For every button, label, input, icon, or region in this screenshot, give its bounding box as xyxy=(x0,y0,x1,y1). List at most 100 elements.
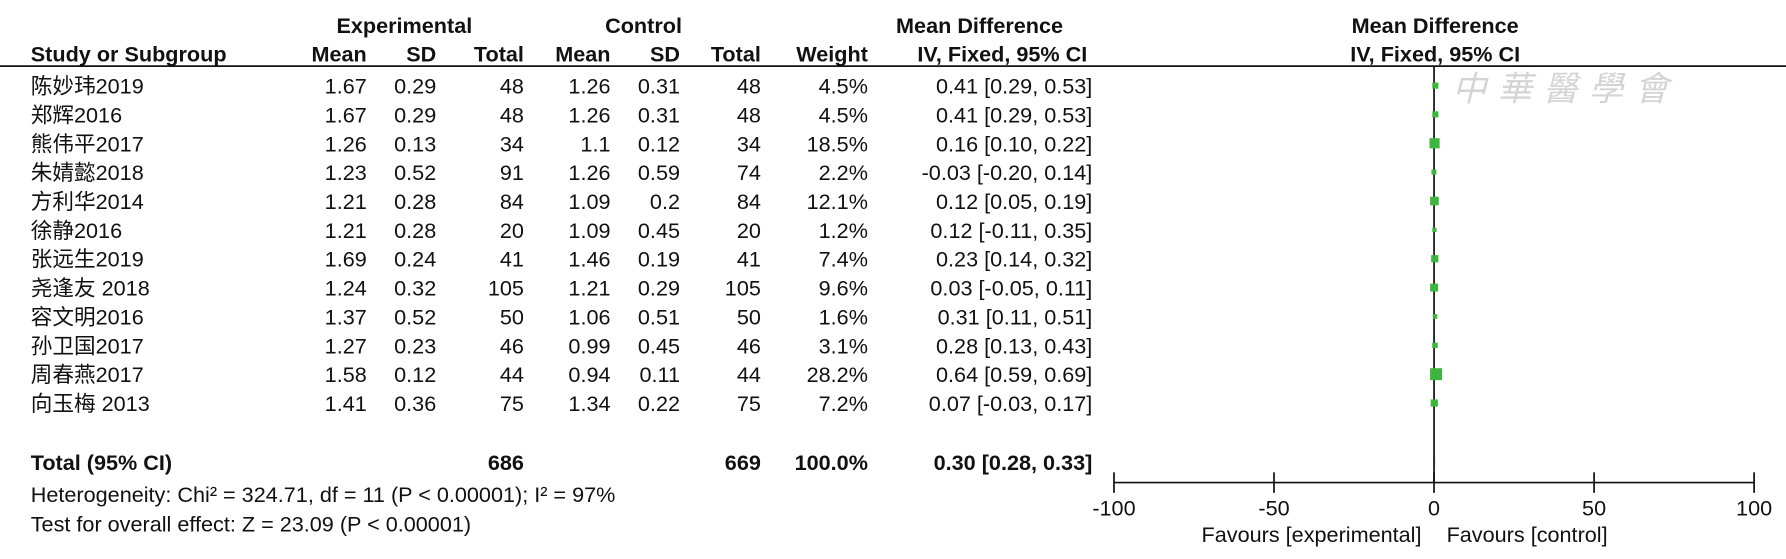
x-tick-label: 100 xyxy=(1736,496,1772,521)
cell: 84 xyxy=(737,189,761,214)
cell: 91 xyxy=(500,160,524,185)
cell: 0.51 xyxy=(638,304,680,329)
study-name: 方利华2014 xyxy=(31,189,144,214)
study-name: 张远生2019 xyxy=(31,247,144,272)
cell: 1.21 xyxy=(568,276,610,301)
cell: 1.58 xyxy=(325,362,367,387)
cell: 1.67 xyxy=(325,102,367,127)
cell: 34 xyxy=(500,131,524,156)
overall-effect: Test for overall effect: Z = 23.09 (P < … xyxy=(31,512,471,537)
cell: 1.69 xyxy=(325,247,367,272)
cell: 48 xyxy=(737,74,761,99)
cell: 1.67 xyxy=(325,74,367,99)
cell: 44 xyxy=(500,362,524,387)
cell: 0.11 xyxy=(640,362,680,387)
cell: 0.12 xyxy=(394,362,436,387)
effect: 0.12 [0.05, 0.19] xyxy=(936,189,1092,214)
watermark: 中華醫學會 xyxy=(1452,70,1680,108)
effect-square xyxy=(1430,283,1439,292)
cell: 20 xyxy=(737,218,761,243)
cell: 1.23 xyxy=(325,160,367,185)
group-header: Mean Difference xyxy=(1352,13,1519,38)
cell: 1.27 xyxy=(325,333,367,358)
effect-square xyxy=(1430,196,1439,206)
weight: 12.1% xyxy=(807,189,868,214)
cell: 1.06 xyxy=(568,304,610,329)
study-name: 朱婧懿2018 xyxy=(31,160,144,185)
effect-square xyxy=(1432,314,1438,319)
column-header: Mean xyxy=(555,42,610,67)
cell: 0.23 xyxy=(394,333,436,358)
effect: 0.41 [0.29, 0.53] xyxy=(936,102,1092,127)
cell: 0.45 xyxy=(638,218,680,243)
weight: 1.6% xyxy=(819,304,868,329)
cell: 1.41 xyxy=(325,391,367,416)
column-header: Total xyxy=(474,42,524,67)
cell: 48 xyxy=(737,102,761,127)
cell: 1.26 xyxy=(568,102,610,127)
effect: 0.12 [-0.11, 0.35] xyxy=(930,218,1092,243)
effect-square xyxy=(1430,399,1438,407)
cell: 0.59 xyxy=(638,160,680,185)
total-ctl: 669 xyxy=(725,450,761,475)
cell: 1.34 xyxy=(568,391,610,416)
cell: 1.26 xyxy=(568,160,610,185)
weight: 18.5% xyxy=(807,131,868,156)
total-name: Total (95% CI) xyxy=(31,450,172,475)
study-name: 向玉梅 2013 xyxy=(31,391,150,416)
cell: 0.36 xyxy=(394,391,436,416)
effect: 0.16 [0.10, 0.22] xyxy=(936,131,1092,156)
cell: 0.24 xyxy=(394,247,436,272)
study-name: 熊伟平2017 xyxy=(31,131,144,156)
cell: 74 xyxy=(737,160,761,185)
study-name: 孙卫国2017 xyxy=(31,333,144,358)
total-effect: 0.30 [0.28, 0.33] xyxy=(934,450,1093,475)
weight: 1.2% xyxy=(819,218,868,243)
cell: 105 xyxy=(488,276,524,301)
cell: 1.24 xyxy=(325,276,367,301)
study-name: 容文明2016 xyxy=(31,304,144,329)
effect: 0.31 [0.11, 0.51] xyxy=(938,304,1093,329)
weight: 3.1% xyxy=(819,333,868,358)
effect-square xyxy=(1432,111,1439,118)
effect: 0.28 [0.13, 0.43] xyxy=(936,333,1092,358)
cell: 50 xyxy=(500,304,524,329)
effect: 0.41 [0.29, 0.53] xyxy=(936,74,1092,99)
heterogeneity: Heterogeneity: Chi² = 324.71, df = 11 (P… xyxy=(31,482,616,507)
effect: 0.23 [0.14, 0.32] xyxy=(936,247,1092,272)
x-tick-label: -100 xyxy=(1092,496,1135,521)
effect: 0.64 [0.59, 0.69] xyxy=(936,362,1092,387)
cell: 41 xyxy=(737,247,761,272)
column-header: IV, Fixed, 95% CI xyxy=(1350,42,1520,67)
column-header: SD xyxy=(650,42,680,67)
cell: 0.52 xyxy=(394,160,436,185)
effect-square xyxy=(1432,82,1439,89)
cell: 1.37 xyxy=(325,304,367,329)
weight: 28.2% xyxy=(807,362,868,387)
cell: 41 xyxy=(500,247,524,272)
weight: 7.4% xyxy=(819,247,868,272)
cell: 1.26 xyxy=(325,131,367,156)
weight: 9.6% xyxy=(819,276,868,301)
cell: 34 xyxy=(737,131,761,156)
favours-left: Favours [experimental] xyxy=(1202,522,1422,547)
cell: 46 xyxy=(500,333,524,358)
weight: 4.5% xyxy=(819,74,868,99)
column-header: SD xyxy=(406,42,436,67)
x-tick-label: 0 xyxy=(1428,496,1440,521)
cell: 0.31 xyxy=(638,102,680,127)
cell: 1.26 xyxy=(568,74,610,99)
study-name: 郑辉2016 xyxy=(31,102,122,127)
cell: 1.09 xyxy=(568,218,610,243)
column-header: Mean xyxy=(311,42,366,67)
cell: 0.13 xyxy=(394,131,436,156)
cell: 48 xyxy=(500,74,524,99)
total-exp: 686 xyxy=(488,450,524,475)
cell: 105 xyxy=(725,276,761,301)
effect-square xyxy=(1431,255,1439,263)
cell: 84 xyxy=(500,189,524,214)
cell: 1.21 xyxy=(325,218,367,243)
effect-square xyxy=(1430,368,1443,381)
cell: 75 xyxy=(737,391,761,416)
effect: -0.03 [-0.20, 0.14] xyxy=(922,160,1093,185)
